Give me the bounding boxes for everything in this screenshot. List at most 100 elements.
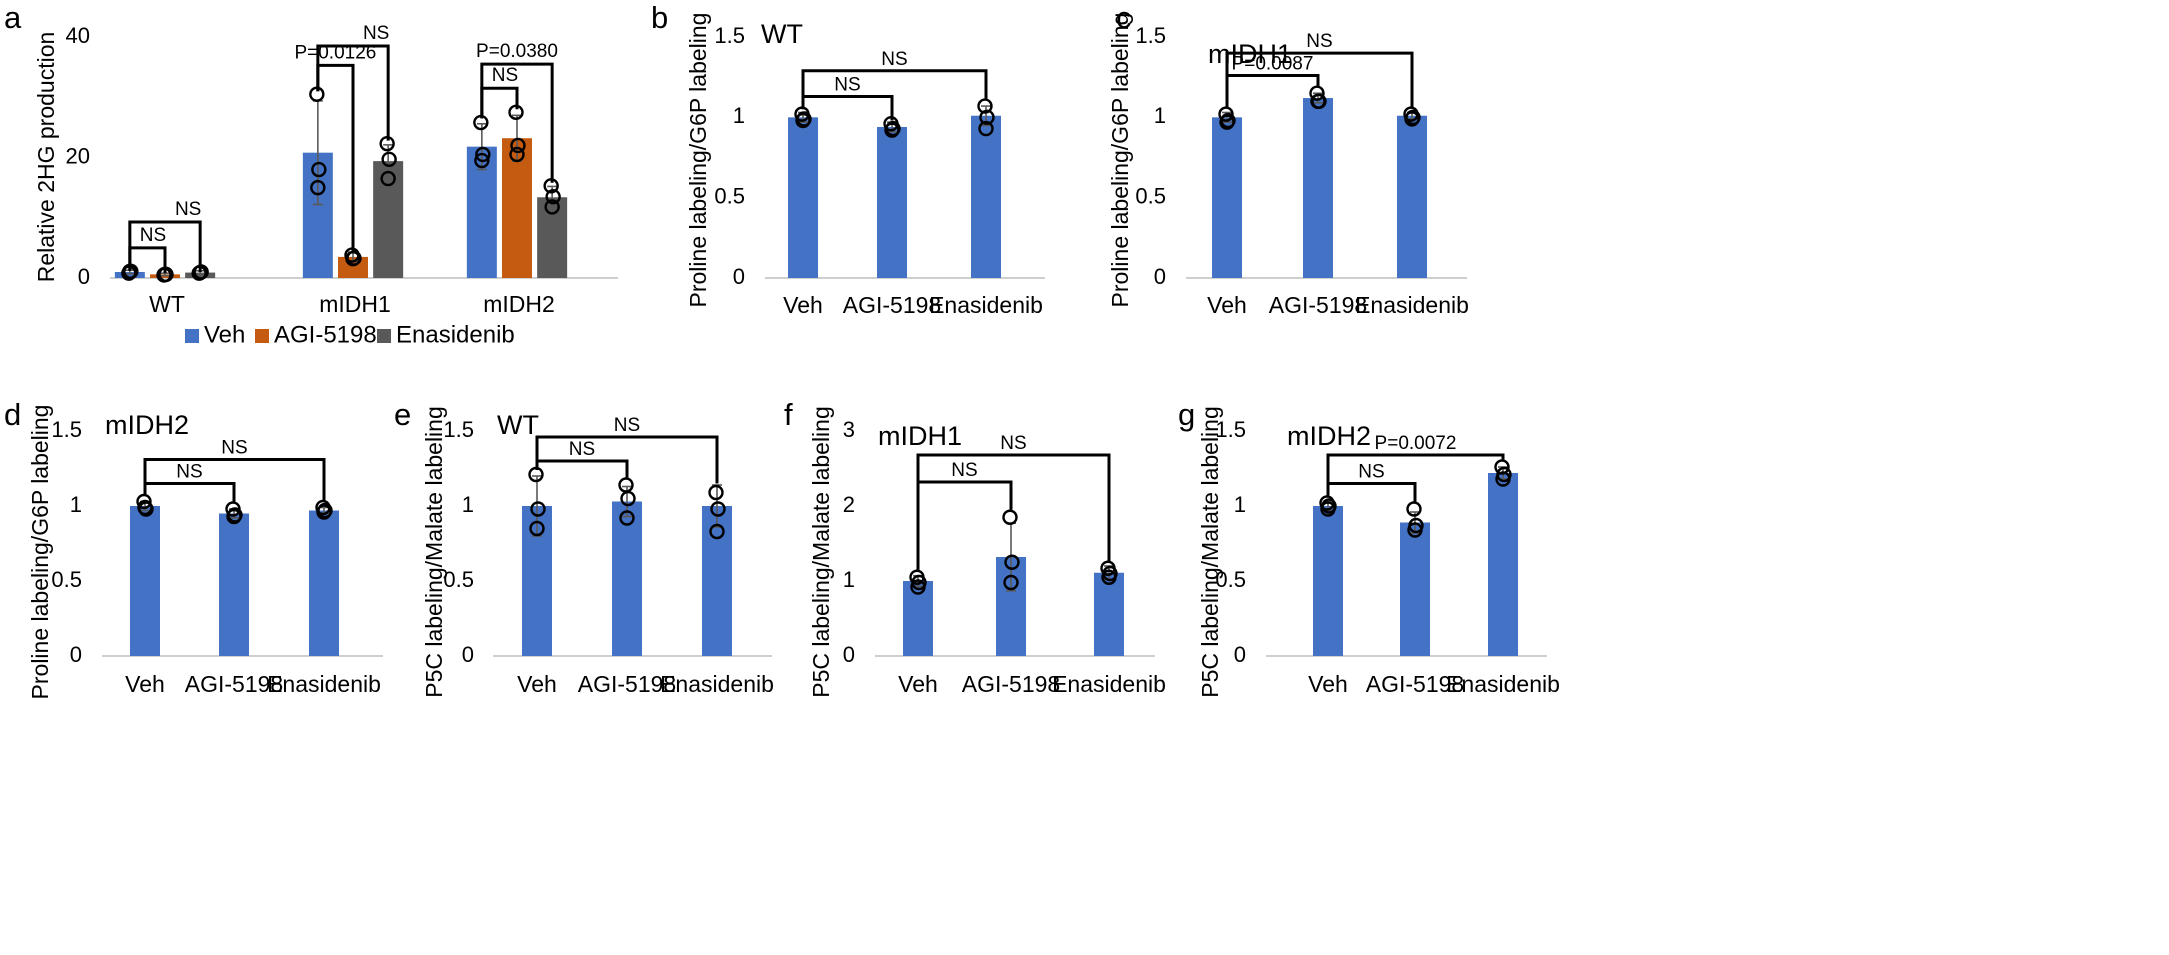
y-tick-label: 0: [462, 642, 474, 667]
bar: [971, 115, 1001, 278]
x-tick-label: Veh: [783, 292, 823, 318]
y-axis-label: P5C labeling/Malate labeling: [1197, 406, 1223, 698]
significance-label: NS: [363, 23, 389, 44]
significance-bracket: [128, 220, 202, 272]
significance-label: P=0.0126: [294, 42, 376, 63]
x-tick-label: Veh: [1207, 292, 1247, 318]
data-point: [709, 523, 725, 540]
data-point: [884, 122, 900, 138]
bar: [788, 117, 818, 278]
panel-letter: f: [784, 397, 793, 432]
significance-label: P=0.0380: [476, 41, 558, 62]
data-point: [620, 490, 636, 507]
significance-label: NS: [834, 74, 860, 95]
x-tick-label: Enasidenib: [1052, 671, 1166, 697]
y-tick-label: 0: [843, 642, 855, 667]
data-point: [474, 152, 490, 169]
y-tick-label: 3: [843, 417, 855, 442]
significance-label: NS: [1306, 31, 1332, 52]
data-point: [345, 251, 361, 267]
significance-label: NS: [221, 438, 247, 459]
data-point: [708, 484, 724, 501]
x-tick-label: Veh: [125, 671, 165, 697]
panel-title: mIDH2: [1287, 421, 1371, 451]
panel-letter: c: [1116, 0, 1132, 35]
data-point: [226, 508, 242, 525]
panel-title: mIDH1: [878, 421, 962, 451]
bar: [903, 581, 933, 656]
x-tick-label: Enasidenib: [929, 292, 1043, 318]
data-point: [1101, 569, 1117, 585]
significance-bracket: [801, 69, 988, 110]
x-tick-label: AGI-5198: [1366, 671, 1464, 697]
data-point: [979, 109, 995, 126]
legend-swatch: [255, 329, 269, 343]
y-tick-label: 1.5: [714, 23, 745, 48]
y-axis-label: Proline labeling/G6P labeling: [1107, 13, 1133, 308]
bar: [130, 506, 160, 656]
significance-bracket: [1326, 482, 1417, 502]
significance-bracket: [316, 44, 390, 141]
significance-label: NS: [614, 415, 640, 436]
data-point: [509, 146, 525, 163]
x-tick-label: AGI-5198: [1269, 292, 1367, 318]
x-tick-label: Veh: [898, 671, 938, 697]
significance-bracket: [143, 482, 236, 502]
x-tick-label: Veh: [517, 671, 557, 697]
significance-bracket: [143, 458, 326, 502]
data-point: [910, 579, 926, 595]
x-tick-label: AGI-5198: [843, 292, 941, 318]
significance-bracket: [1326, 453, 1505, 496]
data-point: [1406, 501, 1422, 517]
bar: [1212, 117, 1242, 278]
y-tick-label: 0: [1234, 642, 1246, 667]
significance-label: NS: [140, 225, 166, 246]
significance-label: P=0.0087: [1232, 54, 1314, 75]
bar: [1488, 473, 1518, 656]
significance-bracket: [535, 435, 719, 484]
bar: [612, 501, 642, 656]
panel-letter: d: [4, 397, 21, 432]
significance-bracket: [480, 86, 519, 119]
legend-label: AGI-5198: [274, 321, 377, 348]
significance-bracket: [1225, 51, 1414, 108]
x-tick-label: Veh: [1308, 671, 1348, 697]
x-tick-label: AGI-5198: [578, 671, 676, 697]
data-point: [1002, 509, 1018, 525]
x-tick-label: WT: [149, 291, 185, 317]
y-tick-label: 0.5: [443, 567, 474, 592]
x-tick-label: Enasidenib: [1355, 292, 1469, 318]
significance-label: NS: [569, 439, 595, 460]
y-tick-label: 1: [1234, 492, 1246, 517]
data-point: [795, 112, 811, 129]
legend-label: Veh: [204, 321, 245, 348]
data-point: [380, 170, 396, 187]
y-axis-label: P5C labeling/Malate labeling: [808, 406, 834, 698]
x-tick-label: Enasidenib: [660, 671, 774, 697]
data-point: [1219, 114, 1235, 130]
x-tick-label: mIDH2: [483, 291, 555, 317]
y-axis-label: Proline labeling/G6P labeling: [685, 13, 711, 308]
data-point: [710, 501, 726, 517]
panel-letter: e: [394, 397, 411, 432]
significance-bracket: [916, 480, 1013, 570]
data-point: [545, 188, 561, 205]
y-axis-label: P5C labeling/Malate labeling: [421, 406, 447, 698]
y-tick-label: 1: [843, 567, 855, 592]
y-axis-label: Proline labeling/G6P labeling: [27, 405, 53, 700]
bar: [373, 161, 404, 278]
significance-bracket: [535, 459, 629, 479]
significance-label: NS: [492, 65, 518, 86]
x-tick-label: Enasidenib: [267, 671, 381, 697]
data-point: [510, 137, 526, 154]
bar: [1303, 98, 1333, 278]
data-point: [1495, 471, 1511, 487]
data-point: [1407, 522, 1423, 538]
data-point: [1310, 93, 1326, 109]
data-point: [618, 477, 634, 493]
bar: [1397, 115, 1427, 278]
bar: [702, 506, 732, 656]
